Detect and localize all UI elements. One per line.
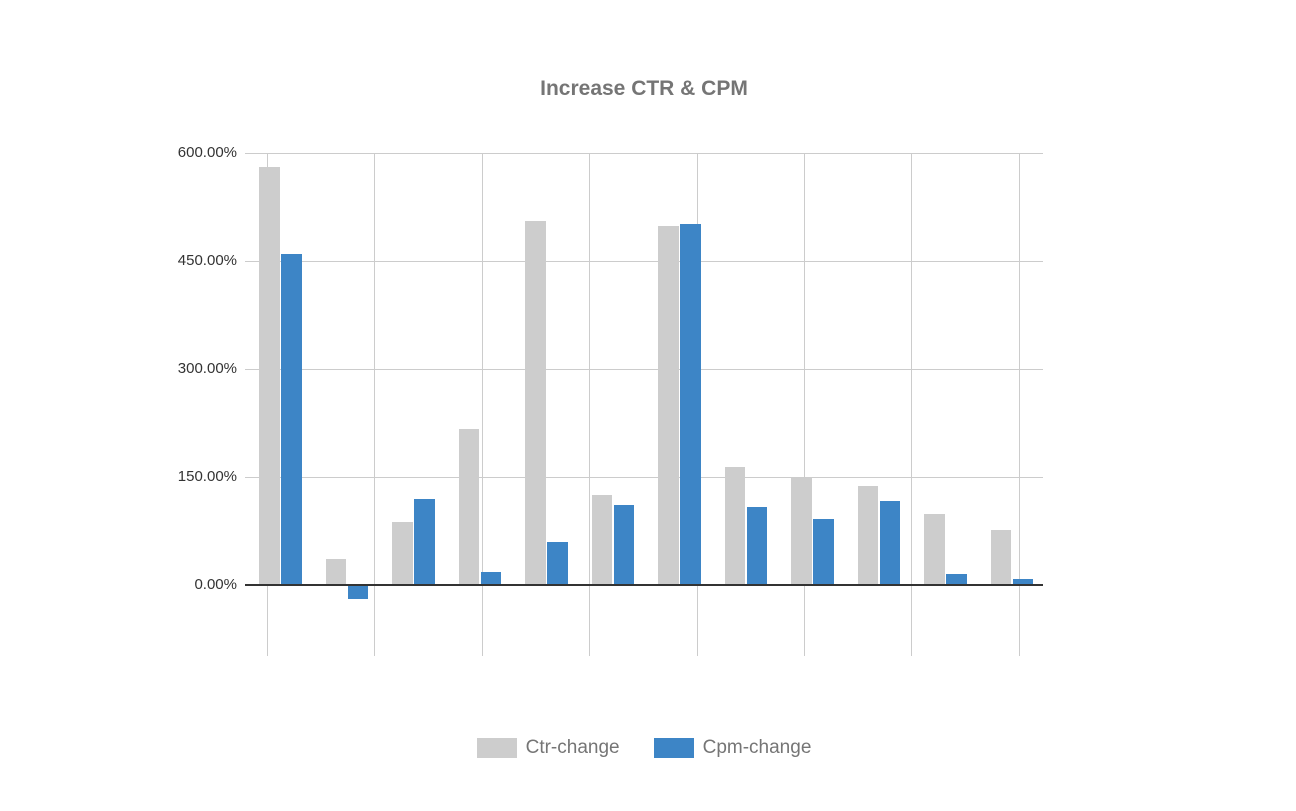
y-gridline bbox=[245, 477, 1043, 478]
bar-ctr-change-10[interactable] bbox=[857, 486, 878, 585]
y-axis-label: 300.00% bbox=[177, 360, 237, 377]
bar-ctr-change-9[interactable] bbox=[791, 477, 812, 585]
bar-cpm-change-1[interactable] bbox=[281, 253, 302, 585]
bar-ctr-change-7[interactable] bbox=[658, 225, 679, 585]
y-axis-label: 450.00% bbox=[177, 252, 237, 269]
y-axis-label: 0.00% bbox=[194, 576, 237, 593]
bar-ctr-change-12[interactable] bbox=[990, 529, 1011, 585]
y-gridline bbox=[245, 153, 1043, 154]
bar-cpm-change-3[interactable] bbox=[414, 499, 435, 585]
bar-cpm-change-12[interactable] bbox=[1012, 578, 1033, 585]
y-axis-label: 600.00% bbox=[177, 144, 237, 161]
y-axis-label: 150.00% bbox=[177, 468, 237, 485]
y-gridline bbox=[245, 261, 1043, 262]
bar-ctr-change-2[interactable] bbox=[325, 559, 346, 585]
y-gridline bbox=[245, 369, 1043, 370]
legend-label-ctr-change: Ctr-change bbox=[525, 737, 620, 758]
bar-cpm-change-4[interactable] bbox=[480, 572, 501, 585]
legend-item-cpm-change[interactable]: Cpm-change bbox=[653, 737, 812, 759]
bar-cpm-change-2[interactable] bbox=[347, 585, 368, 599]
bar-cpm-change-6[interactable] bbox=[613, 505, 634, 585]
bar-cpm-change-11[interactable] bbox=[946, 574, 967, 585]
bar-ctr-change-4[interactable] bbox=[458, 428, 479, 585]
legend-swatch-cpm-change bbox=[653, 738, 694, 758]
bar-ctr-change-8[interactable] bbox=[724, 466, 745, 585]
bar-ctr-change-1[interactable] bbox=[259, 166, 280, 585]
plot-area bbox=[245, 153, 1043, 656]
legend-swatch-ctr-change bbox=[476, 738, 517, 758]
bar-ctr-change-5[interactable] bbox=[525, 221, 546, 585]
x-gridline bbox=[374, 153, 376, 656]
x-axis-line bbox=[245, 584, 1043, 586]
bar-cpm-change-10[interactable] bbox=[879, 500, 900, 585]
x-gridline bbox=[481, 153, 483, 656]
bar-ctr-change-11[interactable] bbox=[924, 513, 945, 585]
legend-label-cpm-change: Cpm-change bbox=[702, 737, 812, 758]
bar-cpm-change-8[interactable] bbox=[746, 507, 767, 585]
x-gridline bbox=[589, 153, 591, 656]
bar-ctr-change-3[interactable] bbox=[392, 521, 413, 585]
legend-item-ctr-change[interactable]: Ctr-change bbox=[476, 737, 620, 759]
bar-cpm-change-7[interactable] bbox=[680, 223, 701, 585]
bar-cpm-change-9[interactable] bbox=[813, 518, 834, 585]
x-gridline bbox=[1018, 153, 1020, 656]
chart-title: Increase CTR & CPM bbox=[540, 77, 748, 100]
bar-ctr-change-6[interactable] bbox=[591, 495, 612, 585]
x-gridline bbox=[804, 153, 805, 656]
bar-cpm-change-5[interactable] bbox=[547, 541, 568, 585]
legend: Ctr-change Cpm-change bbox=[245, 736, 1043, 760]
x-gridline bbox=[911, 153, 913, 656]
